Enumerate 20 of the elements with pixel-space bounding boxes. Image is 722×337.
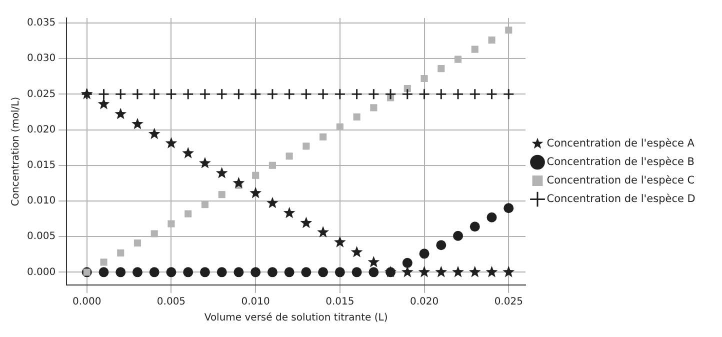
y-tick-label: 0.005: [26, 231, 56, 242]
x-tick-label: 0.005: [156, 296, 186, 308]
y-tick-label: 0.030: [26, 53, 56, 64]
x-axis-title: Volume versé de solution titrante (L): [204, 312, 388, 324]
y-tick-label: 0.000: [26, 266, 56, 278]
y-tick-label: 0.020: [26, 124, 56, 136]
y-tick-label: 0.015: [26, 160, 56, 171]
x-tick-label: 0.000: [72, 296, 102, 308]
y-axis-title: Concentration (mol/L): [10, 96, 22, 206]
x-tick-label: 0.010: [241, 296, 270, 308]
x-tick-label: 0.025: [494, 296, 523, 308]
legend-label: Concentration de l'espèce C: [546, 174, 695, 186]
legend-label: Concentration de l'espèce A: [546, 137, 696, 150]
y-tick-label: 0.010: [26, 196, 56, 207]
x-tick-label: 0.020: [410, 296, 439, 308]
y-tick-label: 0.035: [26, 18, 56, 29]
legend-label: Concentration de l'espèce B: [546, 156, 694, 168]
x-tick-label: 0.015: [326, 296, 354, 308]
legend-label: Concentration de l'espèce D: [546, 192, 696, 205]
y-tick-label: 0.025: [26, 88, 56, 100]
